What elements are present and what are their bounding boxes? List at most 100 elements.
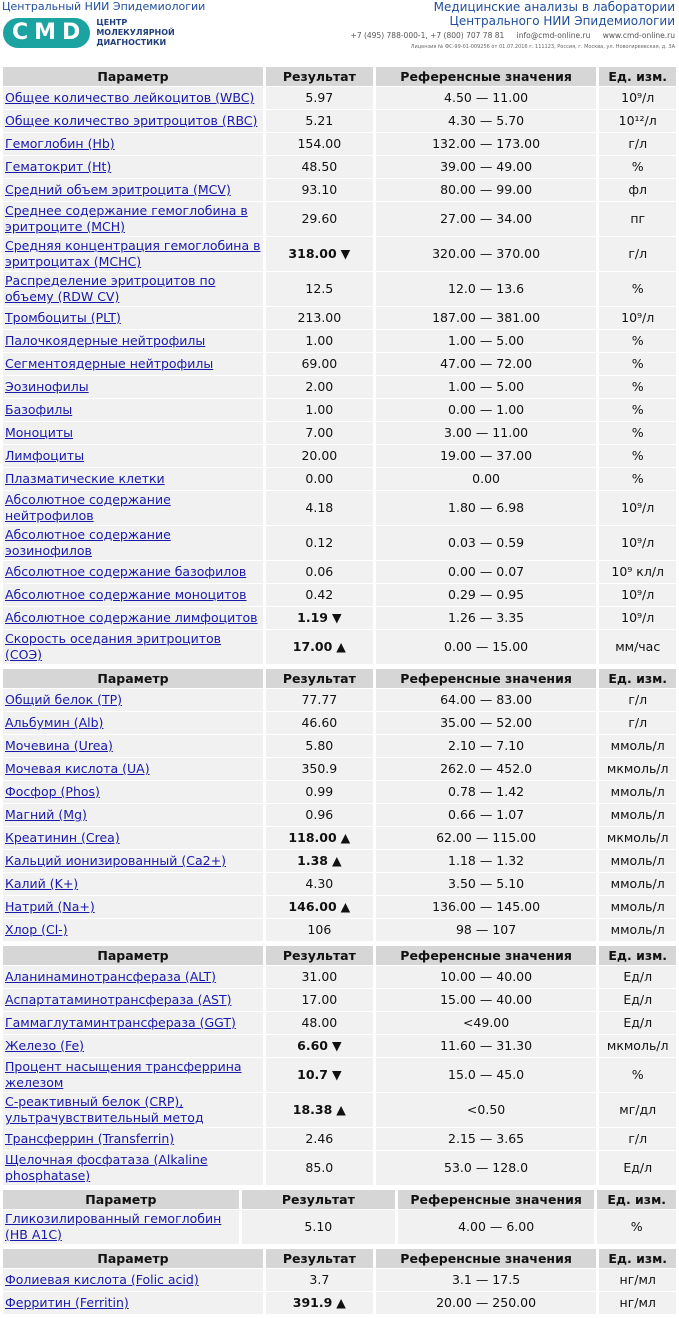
unit-cell: %: [599, 445, 676, 467]
parameter-link[interactable]: Гаммаглутаминтрансфераза (GGT): [5, 1015, 236, 1030]
unit-cell: ммоль/л: [599, 804, 676, 826]
result-cell: 20.00: [265, 445, 373, 467]
result-value: 5.21: [305, 113, 334, 128]
parameter-link[interactable]: Абсолютное содержание лимфоцитов: [5, 610, 258, 625]
parameter-cell: Гемоглобин (Hb): [3, 133, 263, 155]
parameter-link[interactable]: Среднее содержание гемоглобина в эритроц…: [5, 203, 248, 234]
result-flag: ▼: [340, 246, 351, 261]
parameter-cell: Фосфор (Phos): [3, 781, 263, 803]
parameter-link[interactable]: Ферритин (Ferritin): [5, 1295, 129, 1310]
contacts: +7 (495) 788-000-1, +7 (800) 707 78 81 i…: [341, 31, 675, 40]
result-cell: 1.38 ▲: [265, 850, 373, 872]
unit-cell: ммоль/л: [599, 919, 676, 941]
parameter-cell: Процент насыщения трансферрина железом: [3, 1058, 263, 1092]
parameter-link[interactable]: Средний объем эритроцита (MCV): [5, 182, 231, 197]
parameter-link[interactable]: Кальций ионизированный (Ca2+): [5, 853, 226, 868]
result-row: Фолиевая кислота (Folic acid) 3.7 3.1 — 17…: [3, 1269, 676, 1291]
unit-cell: пг: [599, 202, 676, 236]
parameter-link[interactable]: Калий (K+): [5, 876, 79, 891]
parameter-link[interactable]: Общее количество эритроцитов (RBC): [5, 113, 258, 128]
parameter-link[interactable]: Гликозилированный гемоглобин (HB A1C): [5, 1211, 222, 1242]
column-header: Параметр: [3, 1249, 263, 1268]
parameter-link[interactable]: Процент насыщения трансферрина железом: [5, 1059, 242, 1090]
parameter-link[interactable]: С-реактивный белок (CRP), ультрачувствит…: [5, 1094, 204, 1125]
unit-cell: 10⁹ кл/л: [599, 561, 676, 583]
column-header: Результат: [265, 1249, 373, 1268]
parameter-link[interactable]: Сегментоядерные нейтрофилы: [5, 356, 214, 371]
result-value: 10.7: [297, 1067, 328, 1082]
reference-cell: 0.00 — 15.00: [375, 630, 597, 664]
parameter-link[interactable]: Тромбоциты (PLT): [5, 310, 121, 325]
result-value: 2.00: [305, 379, 334, 394]
parameter-link[interactable]: Палочкоядерные нейтрофилы: [5, 333, 206, 348]
result-value: 4.30: [305, 876, 334, 891]
parameter-link[interactable]: Мочевая кислота (UA): [5, 761, 150, 776]
parameter-cell: Трансферрин (Transferrin): [3, 1128, 263, 1150]
reference-cell: 12.0 — 13.6: [375, 272, 597, 306]
results-table: Параметр Результат Референсные значения Ед.…: [0, 668, 679, 942]
parameter-link[interactable]: Плазматические клетки: [5, 471, 165, 486]
parameter-link[interactable]: Абсолютное содержание базофилов: [5, 564, 247, 579]
reference-cell: 3.1 — 17.5: [375, 1269, 597, 1291]
parameter-link[interactable]: Гематокрит (Ht): [5, 159, 112, 174]
parameter-cell: Плазматические клетки: [3, 468, 263, 490]
parameter-cell: Щелочная фосфатаза (Alkaline phosphatase…: [3, 1151, 263, 1185]
parameter-link[interactable]: Мочевина (Urea): [5, 738, 113, 753]
parameter-cell: Распределение эритроцитов по объему (RDW…: [3, 272, 263, 306]
parameter-link[interactable]: Базофилы: [5, 402, 73, 417]
result-value: 31.00: [301, 969, 338, 984]
website: www.cmd-online.ru: [602, 31, 675, 40]
unit-cell: мм/час: [599, 630, 676, 664]
parameter-cell: Кальций ионизированный (Ca2+): [3, 850, 263, 872]
parameter-link[interactable]: Распределение эритроцитов по объему (RDW…: [5, 273, 216, 304]
parameter-link[interactable]: Лимфоциты: [5, 448, 85, 463]
parameter-link[interactable]: Абсолютное содержание нейтрофилов: [5, 492, 171, 523]
parameter-link[interactable]: Аланинаминотрансфераза (ALT): [5, 969, 217, 984]
parameter-link[interactable]: Общий белок (TP): [5, 692, 123, 707]
result-row: Общее количество лейкоцитов (WBC) 5.97 4.5…: [3, 87, 676, 109]
parameter-link[interactable]: Эозинофилы: [5, 379, 89, 394]
parameter-link[interactable]: Абсолютное содержание моноцитов: [5, 587, 247, 602]
unit-cell: 10⁹/л: [599, 307, 676, 329]
reference-cell: 11.60 — 31.30: [375, 1035, 597, 1057]
parameter-link[interactable]: Магний (Mg): [5, 807, 87, 822]
parameter-link[interactable]: Аспартатаминотрансфераза (AST): [5, 992, 232, 1007]
result-value: 0.12: [305, 535, 334, 550]
result-cell: 5.80: [265, 735, 373, 757]
parameter-link[interactable]: Натрий (Na+): [5, 899, 95, 914]
unit-cell: ммоль/л: [599, 781, 676, 803]
parameter-link[interactable]: Щелочная фосфатаза (Alkaline phosphatase…: [5, 1152, 208, 1183]
reference-cell: 4.00 — 6.00: [397, 1210, 595, 1244]
parameter-link[interactable]: Альбумин (Alb): [5, 715, 104, 730]
parameter-link[interactable]: Железо (Fe): [5, 1038, 85, 1053]
result-value: 18.38: [292, 1102, 333, 1117]
result-flag: ▲: [336, 1295, 346, 1310]
parameter-link[interactable]: Трансферрин (Transferrin): [5, 1131, 175, 1146]
reference-cell: 98 — 107: [375, 919, 597, 941]
parameter-link[interactable]: Моноциты: [5, 425, 74, 440]
result-cell: 318.00 ▼: [265, 237, 373, 271]
email: info@cmd-online.ru: [516, 31, 591, 40]
reference-cell: 0.66 — 1.07: [375, 804, 597, 826]
parameter-link[interactable]: Средняя концентрация гемоглобина в эритр…: [5, 238, 261, 269]
parameter-link[interactable]: Общее количество лейкоцитов (WBC): [5, 90, 255, 105]
parameter-link[interactable]: Абсолютное содержание эозинофилов: [5, 527, 171, 558]
parameter-link[interactable]: Гемоглобин (Hb): [5, 136, 115, 151]
result-flag: ▼: [331, 610, 342, 625]
result-cell: 1.00: [265, 330, 373, 352]
column-header: Ед. изм.: [599, 946, 676, 965]
parameter-link[interactable]: Фосфор (Phos): [5, 784, 100, 799]
result-cell: 146.00 ▲: [265, 896, 373, 918]
result-cell: 154.00: [265, 133, 373, 155]
result-value: 6.60: [297, 1038, 328, 1053]
result-value: 17.00: [301, 992, 338, 1007]
logo-line: ЦЕНТР: [96, 18, 128, 27]
parameter-link[interactable]: Скорость оседания эритроцитов (СОЭ): [5, 631, 222, 662]
logo-mark: CMD: [3, 18, 91, 48]
parameter-link[interactable]: Креатинин (Crea): [5, 830, 120, 845]
reference-cell: 262.0 — 452.0: [375, 758, 597, 780]
unit-cell: 10⁹/л: [599, 491, 676, 525]
result-row: Средняя концентрация гемоглобина в эритр…: [3, 237, 676, 271]
parameter-cell: Абсолютное содержание базофилов: [3, 561, 263, 583]
parameter-link[interactable]: Хлор (Cl-): [5, 922, 68, 937]
